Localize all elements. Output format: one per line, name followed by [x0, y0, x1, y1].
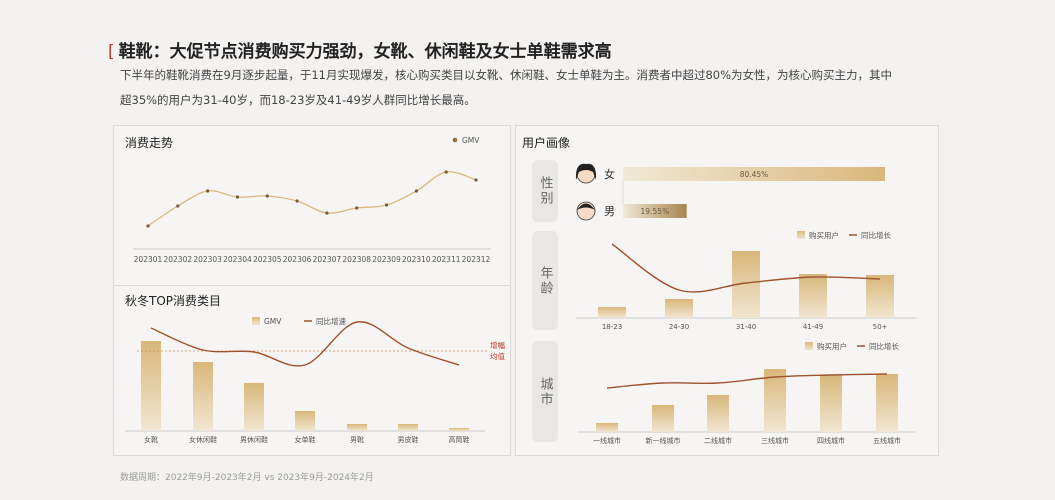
trend-title: 消费走势 [125, 136, 174, 150]
growth-line [150, 321, 460, 367]
left-panel [113, 125, 511, 456]
gmv-point-202303 [206, 189, 210, 193]
x-tick-label: 31-40 [736, 323, 756, 331]
portrait-title: 用户画像 [522, 136, 571, 150]
legend-bar-marker [805, 342, 813, 350]
gender-share-value: 19.55% [641, 207, 670, 216]
data-period-note: 数据周期：2022年9月-2023年2月 vs 2023年9月-2024年2月 [120, 473, 374, 483]
x-tick-label: 202301 [134, 255, 163, 264]
bar-18-23 [598, 307, 626, 318]
female-avatar-icon-hair [575, 163, 597, 180]
gmv-point-202301 [146, 224, 150, 228]
divider [113, 285, 511, 286]
x-tick-label: 女靴 [144, 435, 158, 444]
subtitle-line-2: 超35%的用户为31-40岁，而18-23岁及41-49岁人群同比增长最高。 [120, 93, 476, 107]
legend-bar-label: 购买用户 [817, 341, 847, 351]
bar-三线城市 [764, 369, 786, 432]
legend-bar-label: GMV [264, 317, 282, 326]
bar-五线城市 [876, 374, 898, 432]
bar-24-30 [665, 299, 693, 318]
bar-女休闲鞋 [193, 362, 213, 431]
legend-line-label: 同比增速 [316, 316, 346, 326]
x-tick-label: 男休闲鞋 [240, 435, 268, 444]
bar-女靴 [141, 341, 161, 431]
gmv-point-202307 [325, 211, 329, 215]
gender-bar-female [623, 167, 885, 181]
gmv-point-202312 [474, 178, 478, 182]
bar-男休闲鞋 [244, 383, 264, 431]
x-tick-label: 202303 [193, 255, 222, 264]
gmv-point-202309 [384, 203, 389, 207]
gmv-line [147, 171, 477, 227]
x-tick-label: 二线城市 [704, 436, 732, 445]
x-tick-label: 一线城市 [593, 436, 621, 445]
bar-女单鞋 [295, 411, 315, 431]
title-mark-icon: [ [108, 42, 115, 62]
bar-50+ [866, 275, 894, 318]
x-tick-label: 男靴 [350, 435, 364, 444]
gmv-point-202306 [295, 199, 299, 203]
x-tick-label: 18-23 [602, 323, 622, 331]
gender-label: 男 [604, 205, 615, 218]
legend-gmv-label: GMV [462, 136, 480, 145]
gmv-point-202302 [176, 204, 180, 208]
x-tick-label: 41-49 [803, 323, 823, 331]
growth-line [606, 373, 888, 389]
gmv-point-202305 [265, 194, 269, 198]
x-tick-label: 202307 [313, 255, 342, 264]
bar-41-49 [799, 274, 827, 318]
x-tick-label: 202308 [342, 255, 371, 264]
x-tick-label: 五线城市 [873, 436, 901, 445]
bar-四线城市 [820, 375, 842, 432]
subtitle-line-1: 下半年的鞋靴消费在9月逐步起量，于11月实现爆发，核心购买类目以女靴、休闲鞋、女… [120, 68, 893, 82]
bar-高筒鞋 [449, 428, 469, 431]
bar-二线城市 [707, 395, 729, 432]
legend-bar-marker [797, 231, 805, 239]
male-avatar-icon-hair [577, 203, 595, 210]
x-tick-label: 24-30 [669, 323, 689, 331]
x-tick-label: 202312 [462, 255, 491, 264]
page-title: [鞋靴：大促节点消费购买力强劲，女靴、休闲鞋及女士单鞋需求高 [108, 37, 612, 62]
bar-男靴 [347, 424, 367, 431]
legend-gmv-marker [452, 137, 458, 143]
age-label: 年龄 [532, 231, 558, 330]
legend-line-label: 同比增长 [861, 230, 891, 240]
x-tick-label: 202306 [283, 255, 312, 264]
city-label: 城市 [532, 341, 558, 442]
x-tick-label: 三线城市 [761, 436, 789, 445]
x-tick-label: 202310 [402, 255, 431, 264]
x-tick-label: 202311 [432, 255, 461, 264]
bar-男皮鞋 [398, 424, 418, 431]
x-tick-label: 202309 [372, 255, 401, 264]
x-tick-label: 高筒鞋 [449, 435, 470, 444]
gender-bar-male [623, 204, 687, 218]
gender-share-value: 80.45% [740, 170, 769, 179]
gmv-point-202308 [355, 206, 359, 210]
gender-label: 女 [604, 167, 615, 181]
x-tick-label: 202302 [163, 255, 192, 264]
x-tick-label: 202305 [253, 255, 282, 264]
gmv-point-202310 [414, 189, 418, 193]
x-tick-label: 女单鞋 [295, 435, 316, 444]
x-tick-label: 女休闲鞋 [189, 435, 217, 444]
x-tick-label: 男皮鞋 [398, 435, 419, 444]
x-tick-label: 202304 [223, 255, 252, 264]
legend-bar-marker [252, 317, 260, 325]
gender-label: 性别 [532, 160, 558, 222]
category-title: 秋冬TOP消费类目 [125, 294, 222, 308]
x-tick-label: 新一线城市 [646, 436, 681, 445]
title-text: 鞋靴：大促节点消费购买力强劲，女靴、休闲鞋及女士单鞋需求高 [118, 42, 612, 62]
average-growth-annotation: 增幅均值 [490, 341, 505, 361]
x-tick-label: 50+ [873, 323, 888, 331]
x-tick-label: 四线城市 [817, 436, 845, 445]
growth-line [611, 243, 881, 293]
legend-line-label: 同比增长 [869, 341, 899, 351]
bar-新一线城市 [652, 405, 674, 432]
legend-bar-label: 购买用户 [809, 230, 839, 240]
gmv-point-202304 [235, 195, 240, 199]
bar-一线城市 [596, 423, 618, 432]
gmv-point-202311 [444, 170, 448, 174]
